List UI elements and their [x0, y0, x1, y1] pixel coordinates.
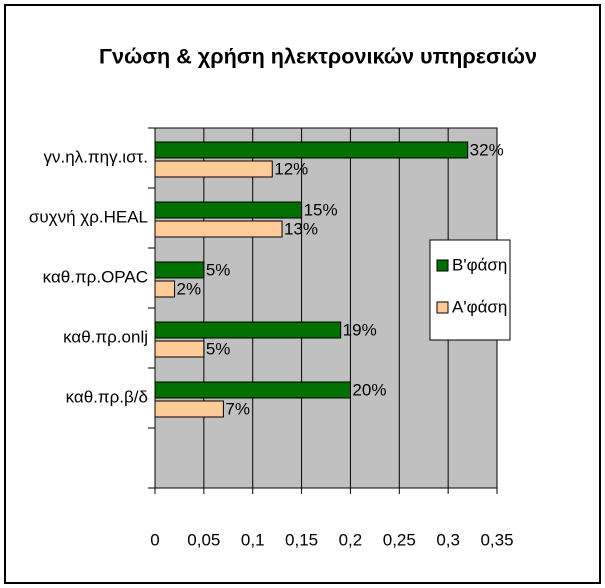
legend-label: B'φάση	[452, 255, 507, 274]
x-tick-label: 0,05	[187, 530, 220, 549]
legend-swatch	[436, 259, 449, 272]
chart-title: Γνώση & χρήση ηλεκτρονικών υπηρεσιών	[99, 46, 537, 69]
bar	[154, 201, 303, 219]
value-label: 5%	[206, 339, 231, 358]
plot: 0 0,05 0,1 0,15 0,2 0,25 0,3 0,35 γν.ηλ.πηγ.ιστ.…	[29, 127, 514, 549]
value-label: 20%	[352, 380, 386, 399]
value-label: 5%	[206, 260, 231, 279]
bar	[154, 381, 351, 399]
y-tick-label: συχνή χρ.HEAL	[29, 207, 148, 226]
bar	[154, 400, 224, 418]
y-tick-label: καθ.πρ.β/δ	[66, 387, 148, 406]
y-tick-label: γν.ηλ.πηγ.ιστ.	[43, 147, 148, 166]
value-label: 7%	[225, 399, 250, 418]
legend-swatch	[436, 301, 449, 314]
x-tick-label: 0,1	[241, 530, 265, 549]
legend-label: A'φάση	[452, 297, 507, 316]
y-tick-label: καθ.πρ.onlj	[63, 327, 148, 346]
bar	[154, 261, 205, 279]
bar	[154, 141, 469, 159]
bar	[154, 280, 176, 298]
bar	[154, 160, 273, 178]
bar	[154, 321, 342, 339]
bar	[154, 220, 283, 238]
value-label: 2%	[177, 279, 202, 298]
legend: B'φάση A'φάση	[436, 255, 507, 316]
x-tick-label: 0,25	[383, 530, 416, 549]
bar	[154, 340, 205, 358]
x-tick-label: 0	[150, 530, 159, 549]
y-tick-label: καθ.πρ.OPAC	[43, 267, 148, 286]
value-label: 13%	[284, 219, 318, 238]
value-label: 19%	[343, 320, 377, 339]
x-tick-label: 0,2	[339, 530, 363, 549]
value-label: 12%	[274, 159, 308, 178]
value-label: 32%	[470, 140, 504, 159]
x-tick-label: 0,15	[285, 530, 318, 549]
legend-box	[429, 239, 511, 341]
x-tick-label: 0,3	[436, 530, 460, 549]
value-label: 15%	[304, 200, 338, 219]
x-tick-label: 0,35	[480, 530, 513, 549]
